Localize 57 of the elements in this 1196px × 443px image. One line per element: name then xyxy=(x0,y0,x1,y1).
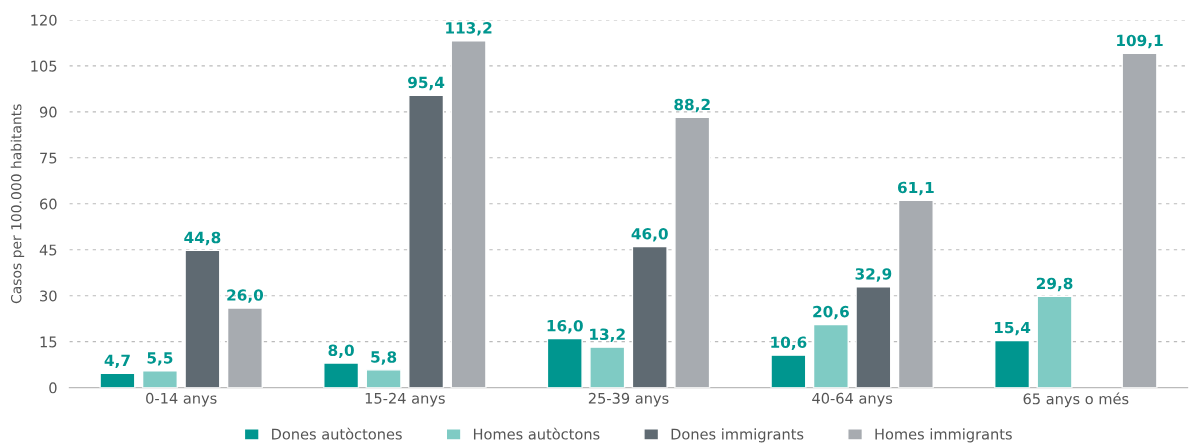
y-tick-label: 0 xyxy=(49,382,57,394)
data-label: 109,1 xyxy=(1117,34,1163,49)
y-tick-label: 60 xyxy=(40,198,57,210)
y-tick-label: 15 xyxy=(40,336,57,348)
legend-label: Dones autòctones xyxy=(272,427,402,440)
x-tick-label: 40-64 anys xyxy=(812,392,893,407)
data-label: 5,8 xyxy=(371,351,397,365)
x-tick-label: 65 anys o més xyxy=(1023,392,1129,408)
legend-label: Dones immigrants xyxy=(671,428,804,443)
data-label: 10,6 xyxy=(771,336,807,350)
bar xyxy=(226,307,263,388)
bar xyxy=(1036,295,1073,388)
data-label: 8,0 xyxy=(328,344,354,358)
y-tick-label: 30 xyxy=(40,290,57,302)
data-label: 61,1 xyxy=(897,181,934,196)
data-label: 16,0 xyxy=(547,319,583,334)
data-label: 5,5 xyxy=(147,352,173,366)
data-label: 4,7 xyxy=(104,354,130,369)
data-label: 15,4 xyxy=(994,321,1031,336)
bar xyxy=(897,199,934,388)
data-label: 32,9 xyxy=(855,268,892,282)
bar xyxy=(408,94,445,388)
x-tick-label: 15-24 anys xyxy=(365,392,445,407)
data-label: 113,2 xyxy=(446,22,492,36)
y-tick-label: 75 xyxy=(40,152,57,164)
bar xyxy=(631,245,668,388)
y-axis-title: Casos per 100.000 habitants xyxy=(10,104,25,304)
bar xyxy=(450,40,487,388)
x-tick-label: 25-39 anys xyxy=(588,392,669,407)
data-label: 88,2 xyxy=(674,98,710,113)
data-label: 95,4 xyxy=(408,76,445,91)
data-label: 26,0 xyxy=(227,289,264,303)
y-tick-label: 105 xyxy=(31,60,57,72)
data-label: 29,8 xyxy=(1036,277,1073,292)
bar xyxy=(365,369,402,388)
bar xyxy=(589,346,626,388)
legend-label: Homes autòctons xyxy=(473,427,600,440)
x-tick-label: 0-14 anys xyxy=(146,392,217,407)
bar xyxy=(770,354,807,388)
data-label: 46,0 xyxy=(631,227,668,242)
bar xyxy=(812,323,849,388)
data-label: 13,2 xyxy=(590,328,625,343)
y-tick-label: 45 xyxy=(39,244,57,256)
bar xyxy=(1121,52,1158,388)
y-tick-label: 120 xyxy=(31,14,57,26)
bar xyxy=(141,370,178,388)
bar xyxy=(99,372,136,388)
bar xyxy=(855,286,892,388)
data-label: 20,6 xyxy=(813,305,849,320)
y-tick-label: 90 xyxy=(39,106,57,118)
bar xyxy=(546,337,583,388)
bar xyxy=(994,339,1031,388)
bar xyxy=(184,249,221,388)
legend-label: Homes immigrants xyxy=(875,428,1012,443)
data-label: 44,8 xyxy=(184,231,221,246)
bar xyxy=(674,116,711,388)
bar xyxy=(323,362,360,388)
